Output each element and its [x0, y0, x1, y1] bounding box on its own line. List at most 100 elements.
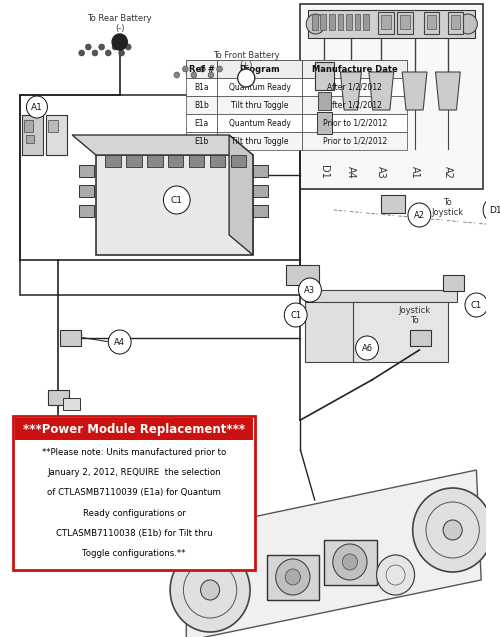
- Circle shape: [200, 580, 220, 600]
- Bar: [126, 155, 142, 167]
- Bar: [186, 60, 216, 78]
- Bar: [410, 330, 431, 346]
- Circle shape: [119, 50, 124, 56]
- Bar: [96, 155, 253, 255]
- Text: ***Power Module Replacement***: ***Power Module Replacement***: [23, 422, 245, 436]
- Circle shape: [298, 278, 322, 302]
- Text: of CTLASMB7110039 (E1a) for Quantum: of CTLASMB7110039 (E1a) for Quantum: [47, 489, 221, 497]
- Circle shape: [213, 446, 220, 454]
- Polygon shape: [369, 72, 394, 110]
- Bar: [320, 14, 326, 30]
- Bar: [15, 418, 253, 440]
- Circle shape: [216, 66, 222, 72]
- Circle shape: [284, 303, 307, 327]
- Bar: [196, 483, 213, 495]
- Text: A3: A3: [304, 285, 316, 294]
- Circle shape: [376, 555, 414, 595]
- Bar: [168, 155, 184, 167]
- Bar: [308, 10, 476, 38]
- Text: Ready configurations or: Ready configurations or: [82, 508, 186, 518]
- Circle shape: [412, 488, 492, 572]
- Circle shape: [443, 520, 462, 540]
- Bar: [253, 205, 268, 217]
- Circle shape: [306, 14, 325, 34]
- Circle shape: [126, 44, 131, 50]
- Polygon shape: [340, 72, 361, 110]
- Circle shape: [276, 559, 310, 595]
- Text: A1: A1: [31, 103, 43, 111]
- Circle shape: [182, 446, 190, 454]
- Bar: [79, 185, 94, 197]
- Circle shape: [285, 569, 300, 585]
- Bar: [267, 555, 320, 600]
- Circle shape: [99, 44, 104, 50]
- Circle shape: [106, 50, 111, 56]
- Bar: [216, 114, 302, 132]
- Bar: [346, 14, 352, 30]
- Bar: [305, 302, 353, 362]
- Polygon shape: [72, 135, 253, 155]
- Circle shape: [333, 544, 367, 580]
- Bar: [400, 15, 410, 29]
- Bar: [443, 275, 464, 291]
- Text: Joystick: Joystick: [398, 306, 430, 315]
- Text: D1: D1: [319, 165, 329, 179]
- Bar: [186, 114, 216, 132]
- Circle shape: [458, 14, 477, 34]
- Bar: [424, 12, 440, 34]
- Bar: [286, 265, 320, 285]
- Text: A5: A5: [200, 510, 211, 520]
- Bar: [210, 155, 226, 167]
- Circle shape: [112, 44, 118, 50]
- Circle shape: [408, 203, 431, 227]
- Circle shape: [164, 186, 190, 214]
- Bar: [26, 135, 34, 143]
- Circle shape: [86, 44, 91, 50]
- Text: **Please note: Units manufactured prior to: **Please note: Units manufactured prior …: [42, 448, 226, 457]
- Text: To: To: [444, 197, 452, 206]
- Circle shape: [200, 66, 205, 72]
- Bar: [300, 4, 483, 189]
- Text: A2: A2: [443, 166, 453, 178]
- Bar: [48, 120, 58, 132]
- Bar: [231, 155, 246, 167]
- Text: B1a: B1a: [194, 83, 209, 92]
- Bar: [62, 398, 80, 410]
- Text: (-): (-): [115, 24, 124, 32]
- Bar: [312, 14, 318, 30]
- Bar: [448, 12, 463, 34]
- Text: A6: A6: [362, 343, 372, 352]
- Bar: [450, 15, 460, 29]
- Text: To: To: [410, 315, 419, 324]
- Circle shape: [198, 446, 205, 454]
- Text: A2: A2: [414, 210, 425, 220]
- Bar: [382, 195, 405, 213]
- Bar: [13, 416, 255, 570]
- Text: A1: A1: [410, 166, 420, 178]
- Circle shape: [112, 34, 128, 50]
- Bar: [398, 12, 412, 34]
- Bar: [324, 540, 376, 585]
- Text: To Rear Battery: To Rear Battery: [88, 13, 152, 22]
- Text: (+): (+): [240, 61, 253, 69]
- Text: After 1/2/2012: After 1/2/2012: [327, 101, 382, 110]
- Text: D1: D1: [489, 206, 500, 215]
- Text: C1: C1: [171, 196, 183, 204]
- Text: E1a: E1a: [194, 118, 208, 127]
- Text: CTLASMB7110038 (E1b) for Tilt thru: CTLASMB7110038 (E1b) for Tilt thru: [56, 529, 212, 538]
- Bar: [189, 465, 212, 481]
- Text: B1b: B1b: [194, 101, 209, 110]
- Circle shape: [342, 554, 357, 570]
- Circle shape: [193, 502, 218, 528]
- Bar: [60, 330, 80, 346]
- Bar: [302, 60, 407, 78]
- Bar: [189, 155, 204, 167]
- Text: C1: C1: [290, 310, 301, 320]
- Bar: [316, 112, 332, 134]
- Text: Quantum Ready: Quantum Ready: [228, 118, 290, 127]
- Bar: [186, 78, 216, 96]
- Bar: [216, 60, 302, 78]
- Bar: [79, 165, 94, 177]
- Bar: [314, 62, 334, 90]
- Text: C1: C1: [471, 301, 482, 310]
